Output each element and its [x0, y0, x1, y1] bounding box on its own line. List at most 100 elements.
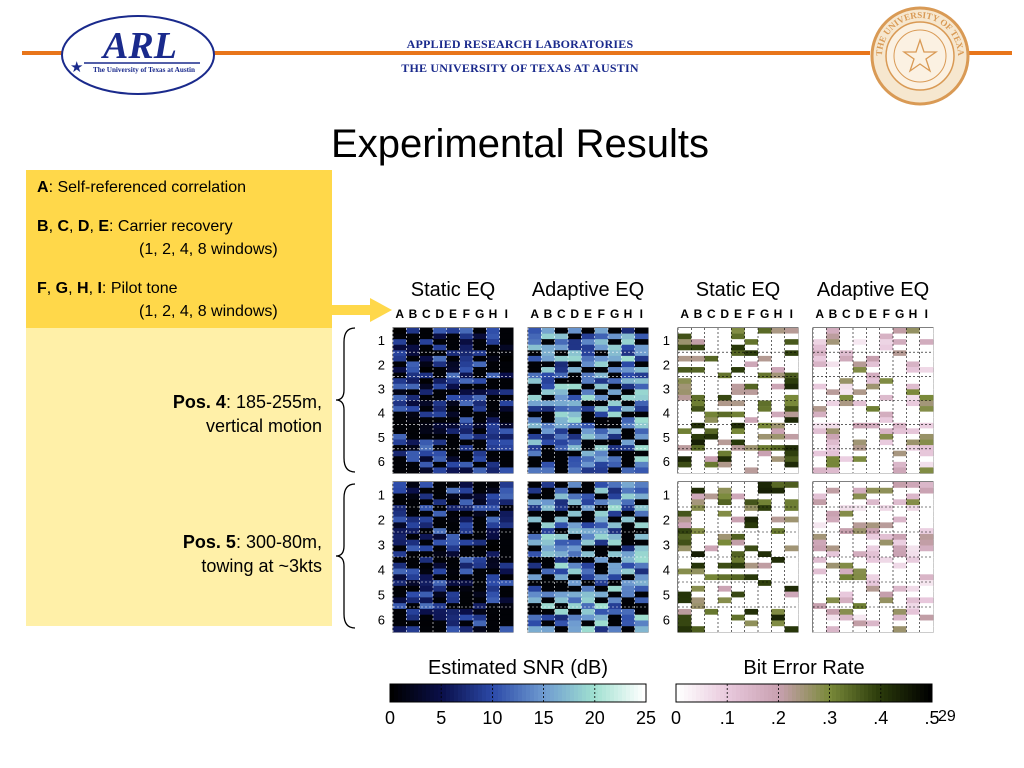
heat-cell [541, 626, 555, 633]
heat-cell [486, 333, 500, 340]
col-label-a-p4: A [815, 307, 824, 321]
heat-cell [704, 411, 719, 418]
heat-cell [771, 344, 785, 351]
heat-cell [486, 608, 500, 615]
heat-cell [758, 574, 772, 581]
heat-cell [419, 533, 434, 540]
heat-cell [608, 505, 622, 512]
heat-cell [919, 378, 934, 385]
col-label-d-p2: D [570, 307, 579, 321]
heat-cell [906, 383, 920, 390]
heat-cell [528, 499, 542, 506]
colorbar-cell [696, 684, 701, 702]
heat-cell [813, 394, 827, 401]
heat-cell [704, 614, 719, 621]
heat-cell [784, 400, 799, 407]
heat-cell [473, 614, 487, 621]
heat-cell [731, 439, 745, 446]
heat-cell [446, 528, 460, 535]
colorbar-cell [716, 684, 721, 702]
heat-cell [433, 620, 447, 627]
heat-cell [718, 439, 732, 446]
row-label-4-p3-b2: 4 [663, 563, 670, 578]
col-label-d-p4: D [855, 307, 864, 321]
heat-cell [433, 400, 447, 407]
heat-cell [758, 350, 772, 357]
heat-cell [473, 608, 487, 615]
heat-cell [473, 482, 487, 489]
heat-cell [393, 620, 407, 627]
heat-cell [919, 328, 934, 334]
heat-cell [813, 591, 827, 598]
colorbar-tick-label: 5 [436, 708, 446, 728]
heat-cell [758, 626, 772, 633]
heat-cell [718, 603, 732, 610]
heat-cell [446, 417, 460, 424]
header-rule-right [968, 51, 1012, 55]
legend-key-i: I [97, 280, 102, 297]
heat-cell [473, 372, 487, 379]
position-5-motion: towing at ~3kts [201, 556, 322, 576]
heat-cell [581, 551, 595, 558]
heat-cell [541, 406, 555, 412]
heat-cell [459, 328, 474, 334]
heat-cell [406, 350, 420, 357]
heat-cell [486, 406, 500, 412]
heat-cell [419, 551, 434, 558]
heat-cell [813, 626, 827, 633]
heat-cell [866, 499, 880, 506]
heat-cell [893, 614, 907, 621]
heat-cell [486, 533, 500, 540]
heat-cell [568, 493, 582, 500]
heat-cell [813, 433, 827, 440]
heat-cell [608, 510, 622, 517]
heat-cell [731, 445, 745, 451]
heat-cell [499, 620, 514, 627]
heat-cell [406, 328, 420, 334]
colorbar-cell [700, 684, 705, 702]
heat-cell [919, 533, 934, 540]
heat-cell [528, 333, 542, 340]
heat-cell [459, 562, 474, 569]
row-label-6-p3-b2: 6 [663, 613, 670, 628]
heat-cell [826, 433, 840, 440]
heat-cell [459, 428, 474, 435]
heat-cell [866, 400, 880, 407]
heat-cell [893, 591, 907, 598]
heat-cell [744, 344, 759, 351]
colorbar-cell [518, 684, 523, 702]
heat-cell [621, 355, 635, 362]
heat-cell [634, 328, 649, 334]
heat-cell [678, 580, 692, 587]
heat-cell [771, 422, 785, 429]
heat-cell [499, 562, 514, 569]
heat-cell [718, 551, 732, 558]
heat-cell [758, 516, 772, 523]
heat-cell [784, 580, 799, 587]
heat-cell [826, 539, 840, 546]
heat-cell [866, 428, 880, 435]
heat-cell [906, 626, 920, 633]
heat-cell [906, 428, 920, 435]
heat-cell [621, 378, 635, 385]
heat-cell [731, 482, 745, 489]
heat-cell [813, 516, 827, 523]
heat-cell [813, 585, 827, 592]
heat-cell [621, 344, 635, 351]
heat-cell [459, 411, 474, 418]
heat-cell [879, 482, 894, 489]
heat-cell [621, 372, 635, 379]
legend-text-bcde: : Carrier recovery [109, 218, 233, 235]
heat-cell [691, 400, 705, 407]
heat-cell [433, 608, 447, 615]
heat-cell [771, 568, 785, 575]
legend-box [26, 170, 332, 328]
heat-cell [393, 603, 407, 610]
heat-cell [826, 333, 840, 340]
heat-cell [608, 439, 622, 446]
heat-cell [473, 433, 487, 440]
row-label-5-p1-b2: 5 [378, 588, 385, 603]
colorbar-cell [832, 684, 837, 702]
arrow-shaft [332, 305, 372, 315]
heat-cell [758, 539, 772, 546]
